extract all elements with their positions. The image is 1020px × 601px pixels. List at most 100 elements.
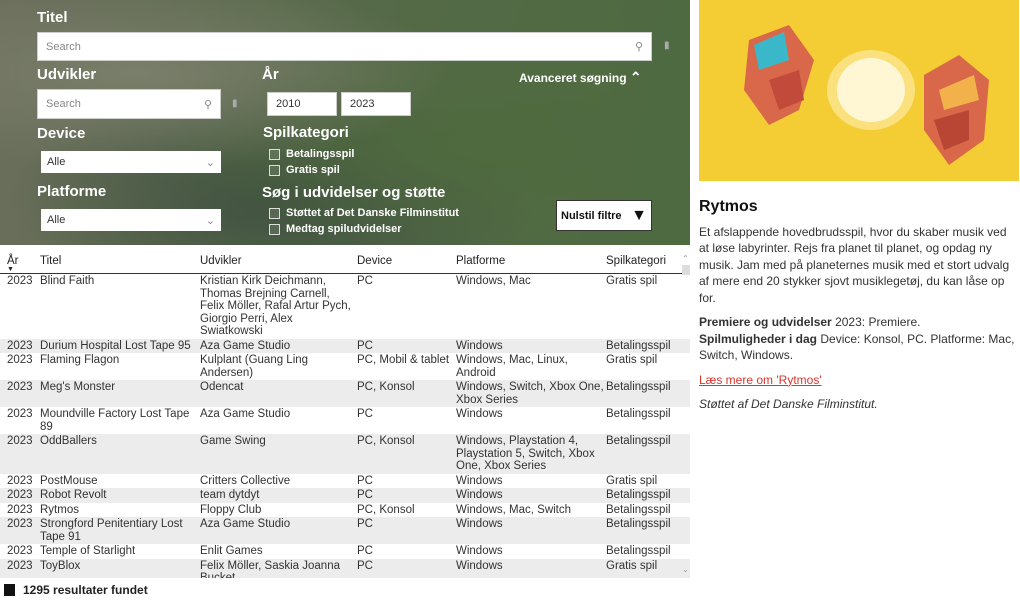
cell-platform: Windows <box>456 518 503 530</box>
cell-developer: Floppy Club <box>200 503 262 516</box>
cell-year: 2023 <box>7 339 33 352</box>
cell-category: Gratis spil <box>606 354 658 366</box>
checkbox[interactable] <box>269 223 280 235</box>
cell-category: Betalingsspil <box>606 381 671 393</box>
eraser-icon[interactable]: ▮ <box>664 40 670 51</box>
chevron-down-icon: ⌄ <box>205 156 215 169</box>
game-detail-panel: Rytmos Et afslappende hovedbrudsspil, hv… <box>699 198 1017 421</box>
cell-category: Betalingsspil <box>606 408 671 420</box>
title-search-input[interactable]: Search ⚲ <box>37 32 652 61</box>
cell-category: Betalingsspil <box>606 545 671 557</box>
table-row[interactable]: 2023 Robot Revolt team dytdyt PC Windows Beta… <box>0 488 690 503</box>
options-label: Spilmuligheder i dag <box>699 331 818 346</box>
cell-title: Durium Hospital Lost Tape 95 <box>40 339 191 352</box>
extras-label: Søg i udvidelser og støtte <box>262 184 446 201</box>
cell-device: PC <box>357 489 373 501</box>
header-title[interactable]: Titel <box>40 255 62 267</box>
cell-developer: Aza Game Studio <box>200 339 291 352</box>
header-year[interactable]: År ▼ <box>0 255 34 273</box>
checkbox-expansions[interactable]: Medtag spiludvidelser <box>269 223 402 235</box>
checkbox-label: Gratis spil <box>286 164 340 176</box>
table-row[interactable]: 2023 Meg's Monster Odencat PC, Konsol Window… <box>0 380 690 407</box>
scrollbar[interactable]: ⌃ ⌄ <box>682 254 690 574</box>
cell-title: Robot Revolt <box>40 489 107 501</box>
premiere-label: Premiere og udvidelser <box>699 315 832 329</box>
placeholder: Search <box>46 40 81 53</box>
platform-value: Alle <box>47 214 66 226</box>
cell-year: 2023 <box>7 474 33 487</box>
read-more-link[interactable]: Læs mere om 'Rytmos' <box>699 372 822 387</box>
table-row[interactable]: 2023 OddBallers Game Swing PC, Konsol Window… <box>0 434 690 474</box>
cell-category: Betalingsspil <box>606 435 671 447</box>
table-row[interactable]: 2023 PostMouse Critters Collective PC Window… <box>0 474 690 489</box>
developer-label: Udvikler <box>37 66 97 83</box>
platform-label: Platforme <box>37 183 107 200</box>
cell-title: Meg's Monster <box>40 381 116 393</box>
table-row[interactable]: 2023 Rytmos Floppy Club PC, Konsol Windows, … <box>0 503 690 518</box>
table-row[interactable]: 2023 Flaming Flagon Kulplant (Guang Ling A… <box>0 353 690 380</box>
search-icon: ⚲ <box>634 41 643 53</box>
header-developer[interactable]: Udvikler <box>200 255 242 267</box>
cell-developer: Critters Collective <box>200 474 291 487</box>
table-row[interactable]: 2023 Durium Hospital Lost Tape 95 Aza Game… <box>0 338 690 353</box>
cell-device: PC <box>357 474 373 487</box>
results-text: 1295 resultater fundet <box>23 583 148 597</box>
checkbox[interactable] <box>269 148 280 160</box>
premiere-value: 2023: Premiere. <box>835 315 921 329</box>
reset-filters-button[interactable]: Nulstil filtre ▼ <box>556 200 652 231</box>
checkbox-filminstitut[interactable]: Støttet af Det Danske Filminstitut <box>269 207 459 219</box>
cell-platform: Windows, Mac, Switch <box>456 503 572 516</box>
cell-title: Rytmos <box>40 503 79 516</box>
year-label: År <box>262 66 279 83</box>
header-device[interactable]: Device <box>357 255 393 267</box>
cell-developer: Aza Game Studio <box>200 518 291 530</box>
cell-device: PC, Konsol <box>357 381 415 393</box>
eraser-icon[interactable]: ▮ <box>232 98 238 109</box>
cell-category: Betalingsspil <box>606 503 671 516</box>
table-row[interactable]: 2023 Moundville Factory Lost Tape 89 Aza G… <box>0 407 690 434</box>
table-row[interactable]: 2023 Temple of Starlight Enlit Games PC Wind… <box>0 544 690 559</box>
table-row[interactable]: 2023 ToyBlox Felix Möller, Saskia Joanna B… <box>0 558 690 578</box>
cell-year: 2023 <box>7 518 33 530</box>
table-row[interactable]: 2023 Strongford Penitentiary Lost Tape 91… <box>0 517 690 544</box>
year-from-input[interactable]: 2010 <box>267 92 337 116</box>
cell-title: Moundville Factory Lost Tape 89 <box>40 408 190 433</box>
checkbox[interactable] <box>269 207 280 219</box>
advanced-label: Avanceret søgning <box>519 71 627 85</box>
cell-platform: Windows <box>456 339 503 352</box>
search-icon: ⚲ <box>203 98 212 111</box>
game-info: Premiere og udvidelser 2023: Premiere. Sp… <box>699 314 1017 364</box>
cell-category: Gratis spil <box>606 275 658 287</box>
cell-device: PC, Konsol <box>357 435 415 447</box>
platform-select[interactable]: Alle ⌄ <box>41 209 221 231</box>
header-category[interactable]: Spilkategori <box>606 255 667 267</box>
checkbox-betalingsspil[interactable]: Betalingsspil <box>269 148 354 160</box>
header-platform[interactable]: Platforme <box>456 255 506 267</box>
cell-title: Blind Faith <box>40 275 95 287</box>
cell-developer: team dytdyt <box>200 489 260 501</box>
puzzle-icon <box>4 584 15 596</box>
device-select[interactable]: Alle ⌄ <box>41 151 221 173</box>
table-header: År ▼ Titel Udvikler Device Platforme Spil… <box>0 250 690 274</box>
checkbox[interactable] <box>269 164 280 176</box>
cell-developer: Kristian Kirk Deichmann, Thomas Brejning… <box>200 275 351 337</box>
device-label: Device <box>37 125 86 142</box>
cell-year: 2023 <box>7 545 33 557</box>
cell-platform: Windows, Mac, Linux, Android <box>456 354 568 379</box>
cell-device: PC, Mobil & tablet <box>357 354 450 366</box>
category-label: Spilkategori <box>263 124 349 141</box>
device-value: Alle <box>47 156 66 168</box>
developer-search-input[interactable]: Search ⚲ <box>37 89 221 119</box>
year-to-input[interactable]: 2023 <box>341 92 411 116</box>
cell-developer: Game Swing <box>200 435 266 447</box>
advanced-search-toggle[interactable]: Avanceret søgning ⌃ <box>519 69 642 86</box>
cell-category: Betalingsspil <box>606 518 671 530</box>
cell-platform: Windows <box>456 489 503 501</box>
checkbox-gratis-spil[interactable]: Gratis spil <box>269 164 340 176</box>
cell-year: 2023 <box>7 503 33 516</box>
chevron-down-icon: ⌄ <box>205 214 215 227</box>
chevron-up-icon: ⌃ <box>629 69 642 85</box>
cell-device: PC <box>357 408 373 420</box>
table-row[interactable]: 2023 Blind Faith Kristian Kirk Deichmann, … <box>0 274 690 339</box>
cell-category: Betalingsspil <box>606 489 671 501</box>
